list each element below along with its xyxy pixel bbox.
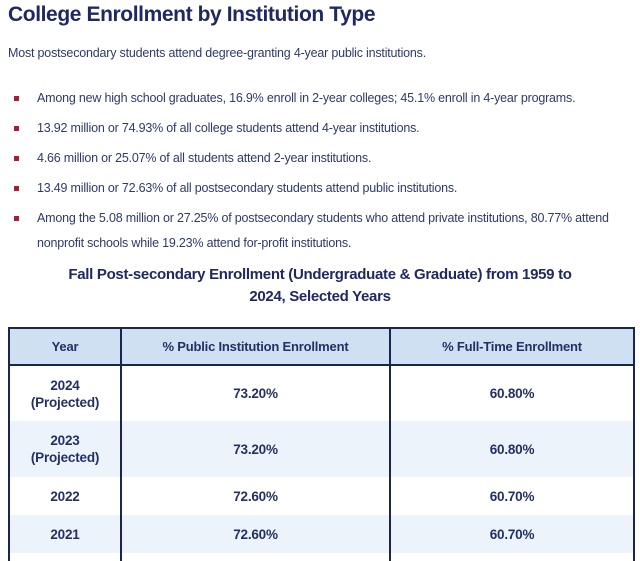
cell-public-enrollment: 72.60% (120, 515, 390, 553)
column-header-fulltime: % Full-Time Enrollment (389, 328, 634, 366)
cell-public-enrollment: 73.20% (120, 421, 390, 477)
page-title: College Enrollment by Institution Type (8, 3, 376, 26)
table-title: Fall Post-secondary Enrollment (Undergra… (8, 264, 632, 308)
table-row: 2024 (Projected) 73.20% 60.80% (9, 365, 634, 421)
cell-fulltime-enrollment: 60.80% (389, 365, 634, 421)
column-header-year: Year (9, 328, 121, 366)
cell-year: 2021 (9, 515, 121, 553)
list-item: 4.66 million or 25.07% of all students a… (8, 146, 632, 171)
cell-year: 2023 (Projected) (9, 421, 121, 477)
enrollment-table: Year % Public Institution Enrollment % F… (8, 327, 635, 561)
table-row: 2022 72.60% 60.70% (9, 477, 634, 515)
table-row: 2023 (Projected) 73.20% 60.80% (9, 421, 634, 477)
bullet-square-icon (14, 186, 19, 191)
cell-public-enrollment: 73.20% (120, 365, 390, 421)
column-header-public: % Public Institution Enrollment (120, 328, 390, 366)
table-title-line: Fall Post-secondary Enrollment (Undergra… (68, 266, 572, 283)
cell-year: 2024 (Projected) (30, 377, 100, 410)
list-item-text: Among the 5.08 million or 27.25% of post… (37, 211, 609, 250)
bullet-square-icon (14, 96, 19, 101)
cell-public-enrollment (120, 553, 390, 561)
table-header-row: Year % Public Institution Enrollment % F… (9, 328, 634, 366)
list-item-text: 13.92 million or 74.93% of all college s… (37, 121, 420, 135)
list-item: 13.92 million or 74.93% of all college s… (8, 116, 632, 141)
table-title-line: 2024, Selected Years (249, 288, 391, 305)
stats-bullet-list: Among new high school graduates, 16.9% e… (8, 86, 632, 256)
intro-text: Most postsecondary students attend degre… (8, 46, 426, 60)
bullet-square-icon (14, 126, 19, 131)
table-row: 2021 72.60% 60.70% (9, 515, 634, 553)
table-row-partial (9, 553, 634, 561)
cell-fulltime-enrollment: 60.70% (389, 515, 634, 553)
cell-year: 2022 (50, 488, 80, 504)
cell-fulltime-enrollment: 60.70% (389, 477, 634, 515)
list-item: Among new high school graduates, 16.9% e… (8, 86, 632, 111)
cell-fulltime-enrollment: 60.80% (389, 421, 634, 477)
cell-year (9, 553, 121, 561)
list-item-text: Among new high school graduates, 16.9% e… (37, 91, 576, 105)
bullet-square-icon (14, 216, 19, 221)
list-item-text: 4.66 million or 25.07% of all students a… (37, 151, 372, 165)
bullet-square-icon (14, 156, 19, 161)
cell-fulltime-enrollment (389, 553, 634, 561)
list-item: Among the 5.08 million or 27.25% of post… (8, 206, 632, 256)
list-item-text: 13.49 million or 72.63% of all postsecon… (37, 181, 458, 195)
list-item: 13.49 million or 72.63% of all postsecon… (8, 176, 632, 201)
cell-public-enrollment: 72.60% (120, 477, 390, 515)
